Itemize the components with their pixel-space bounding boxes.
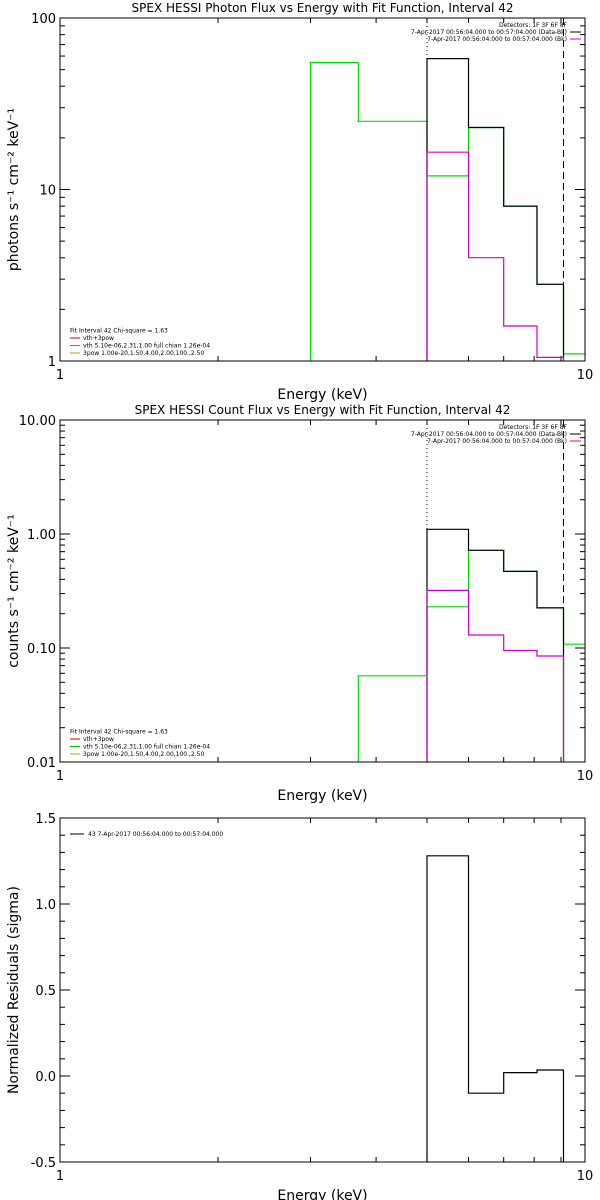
legend-top-text: 7-Apr-2017 00:56:04.000 to 00:57:04.000 … [411,29,567,36]
chart-panel-1: SPEX HESSI Photon Flux vs Energy with Fi… [6,1,593,403]
legend-top-text: 7-Apr-2017 00:56:04.000 to 00:57:04.000 … [411,431,567,438]
legend-top-text: 7-Apr-2017 00:56:04.000 to 00:57:04.000 … [427,36,567,43]
y-tick-label: 1 [48,355,56,370]
y-tick-label: 0.5 [35,984,56,999]
y-tick-label: 1.5 [35,812,56,827]
y-tick-label: 0.10 [27,642,56,657]
legend-top-text: 7-Apr-2017 00:56:04.000 to 00:57:04.000 … [427,438,567,445]
y-tick-label: 1.00 [27,528,56,543]
series-line-3 [426,151,565,361]
chart-title: SPEX HESSI Count Flux vs Energy with Fit… [135,403,511,417]
y-axis-label: photons s⁻¹ cm⁻² keV⁻¹ [6,108,22,271]
chart-panel-2: SPEX HESSI Count Flux vs Energy with Fit… [6,403,593,804]
x-tick-label: 10 [577,368,594,383]
series-line-1 [426,855,565,1162]
plot-frame [59,817,586,1163]
series-line-1 [309,61,585,361]
series-line-3 [426,589,565,762]
legend-bottom-text: vth+3pow [83,736,114,743]
legend-inline-text: 43 7-Apr-2017 00:56:04.000 to 00:57:04.0… [88,831,223,838]
y-tick-label: 10.00 [19,414,56,429]
legend-bottom-text: 3pow 1.00e-20,1.50,4.00,2.00,100.,2.50 [83,350,204,357]
y-tick-label: 1.0 [35,898,56,913]
x-tick-label: 10 [577,769,594,784]
legend-top-text: Detectors: 1F 3F 6F 8F [499,22,568,29]
y-axis-label: Normalized Residuals (sigma) [6,886,22,1094]
series-line-2 [426,528,565,762]
y-tick-label: 100 [31,12,56,27]
plot-frame [59,419,586,763]
x-tick-label: 1 [56,769,64,784]
x-tick-label: 1 [56,368,64,383]
legend-bottom-text: 3pow 1.00e-20,1.50,4.00,2.00,100.,2.50 [83,751,204,758]
y-tick-label: -0.5 [31,1156,56,1171]
x-axis-label: Energy (keV) [277,788,367,804]
legend-bottom-text: Fit Interval 42 Chi-square = 1.63 [70,729,168,736]
legend-bottom-text: vth 5.10e-06,2.31,1.00 full chian 1.26e-… [83,744,210,751]
x-tick-label: 10 [577,1169,594,1184]
y-axis-label: counts s⁻¹ cm⁻² keV⁻¹ [6,514,22,668]
chart-panel-3: 1 10 -0.5 0.0 0.5 1.0 1.5 Energy (keV) Normalize… [6,812,593,1200]
x-axis-label: Energy (keV) [277,387,367,403]
legend-bottom-text: vth+3pow [83,335,114,342]
series-line-2 [426,57,565,361]
y-tick-label: 10 [39,184,56,199]
legend-bottom-text: vth 5.10e-06,2.31,1.00 full chian 1.26e-… [83,343,210,350]
legend-bottom-text: Fit Interval 42 Chi-square = 1.63 [70,328,168,335]
chart-title: SPEX HESSI Photon Flux vs Energy with Fi… [132,1,514,15]
y-tick-label: 0.0 [35,1070,56,1085]
x-tick-label: 1 [56,1169,64,1184]
x-axis-label: Energy (keV) [277,1188,367,1200]
legend-top-text: Detectors: 1F 3F 6F 8F [499,424,568,431]
y-tick-label: 0.01 [27,756,56,771]
plot-frame [59,17,586,362]
